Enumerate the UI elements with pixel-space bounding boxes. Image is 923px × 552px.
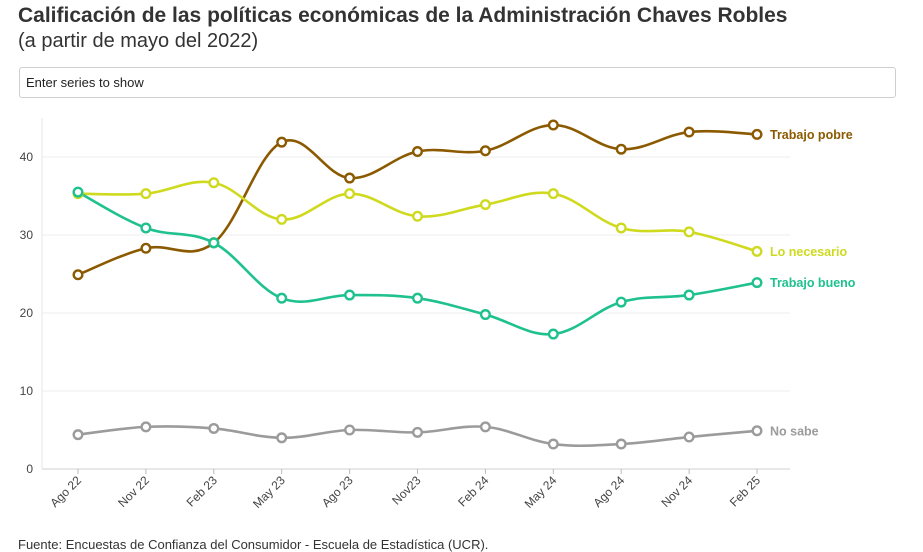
data-point-lo-necesario[interactable]	[208, 177, 220, 189]
data-point-trabajo-bueno[interactable]	[683, 289, 695, 301]
data-point-lo-necesario[interactable]	[683, 226, 695, 238]
series-label-trabajo-pobre: Trabajo pobre	[770, 128, 853, 142]
data-point-no-sabe[interactable]	[140, 421, 152, 433]
data-point-lo-necesario[interactable]	[547, 188, 559, 200]
y-tick-label: 0	[26, 462, 33, 476]
data-point-trabajo-bueno[interactable]	[276, 292, 288, 304]
data-point-trabajo-pobre[interactable]	[479, 145, 491, 157]
data-point-trabajo-bueno[interactable]	[479, 309, 491, 321]
data-point-trabajo-pobre[interactable]	[615, 143, 627, 155]
data-point-no-sabe[interactable]	[479, 421, 491, 433]
data-point-trabajo-bueno[interactable]	[208, 237, 220, 249]
data-point-trabajo-bueno[interactable]	[615, 296, 627, 308]
data-point-lo-necesario[interactable]	[751, 245, 763, 257]
x-tick-label: Nov 22	[115, 473, 152, 510]
data-point-no-sabe[interactable]	[412, 426, 424, 438]
x-tick-label: Feb 23	[184, 473, 221, 510]
data-point-no-sabe[interactable]	[547, 438, 559, 450]
data-point-trabajo-bueno[interactable]	[547, 328, 559, 340]
chart-title: Calificación de las políticas económicas…	[18, 4, 788, 27]
data-point-trabajo-pobre[interactable]	[276, 136, 288, 148]
data-point-lo-necesario[interactable]	[615, 222, 627, 234]
data-point-trabajo-pobre[interactable]	[683, 126, 695, 138]
data-point-lo-necesario[interactable]	[412, 210, 424, 222]
series-label-no-sabe: No sabe	[770, 424, 819, 438]
y-axis: 0 10 20 30 40	[20, 150, 34, 476]
x-tick-label: May 24	[522, 473, 560, 511]
x-tick-label: Ago 23	[319, 473, 356, 510]
data-point-no-sabe[interactable]	[751, 425, 763, 437]
source-note: Fuente: Encuestas de Confianza del Consu…	[18, 537, 489, 552]
series-points	[72, 119, 763, 450]
data-point-lo-necesario[interactable]	[479, 199, 491, 211]
data-point-no-sabe[interactable]	[683, 431, 695, 443]
x-tick-label: Ago 24	[591, 473, 628, 510]
x-tick-label: Ago 22	[47, 473, 84, 510]
x-tick-label: Nov 24	[658, 473, 695, 510]
data-point-lo-necesario[interactable]	[344, 188, 356, 200]
data-point-lo-necesario[interactable]	[276, 213, 288, 225]
grid-lines	[41, 118, 790, 470]
data-point-no-sabe[interactable]	[208, 422, 220, 434]
y-tick-label: 10	[20, 384, 34, 398]
data-point-trabajo-pobre[interactable]	[72, 269, 84, 281]
series-label-trabajo-bueno: Trabajo bueno	[770, 276, 856, 290]
series-search-input[interactable]	[19, 67, 896, 98]
data-point-trabajo-bueno[interactable]	[344, 289, 356, 301]
data-point-trabajo-bueno[interactable]	[140, 222, 152, 234]
x-tick-label: Feb 24	[455, 473, 492, 510]
x-tick-label: Feb 25	[727, 473, 764, 510]
x-tick-label: Nov23	[389, 473, 424, 508]
data-point-trabajo-pobre[interactable]	[751, 128, 763, 140]
y-tick-label: 30	[20, 228, 34, 242]
data-point-trabajo-bueno[interactable]	[72, 186, 84, 198]
data-point-lo-necesario[interactable]	[140, 188, 152, 200]
series-labels: Trabajo pobre Lo necesario Trabajo bueno No…	[770, 128, 856, 438]
y-tick-label: 20	[20, 306, 34, 320]
data-point-no-sabe[interactable]	[72, 429, 84, 441]
data-point-no-sabe[interactable]	[276, 432, 288, 444]
data-point-trabajo-pobre[interactable]	[547, 119, 559, 131]
data-point-trabajo-bueno[interactable]	[751, 277, 763, 289]
data-point-trabajo-pobre[interactable]	[140, 242, 152, 254]
y-tick-label: 40	[20, 150, 34, 164]
series-line-trabajo-pobre[interactable]	[76, 123, 759, 277]
data-point-no-sabe[interactable]	[344, 424, 356, 436]
series-label-lo-necesario: Lo necesario	[770, 245, 847, 259]
data-point-trabajo-bueno[interactable]	[412, 292, 424, 304]
x-tick-label: May 23	[250, 473, 288, 511]
x-axis: Ago 22 Nov 22 Feb 23 May 23 Ago 23 Nov23 Feb 2…	[47, 469, 763, 511]
data-point-trabajo-pobre[interactable]	[344, 172, 356, 184]
data-point-no-sabe[interactable]	[615, 438, 627, 450]
series-lines	[76, 123, 759, 448]
chart-subtitle: (a partir de mayo del 2022)	[18, 30, 259, 52]
data-point-trabajo-pobre[interactable]	[412, 146, 424, 158]
